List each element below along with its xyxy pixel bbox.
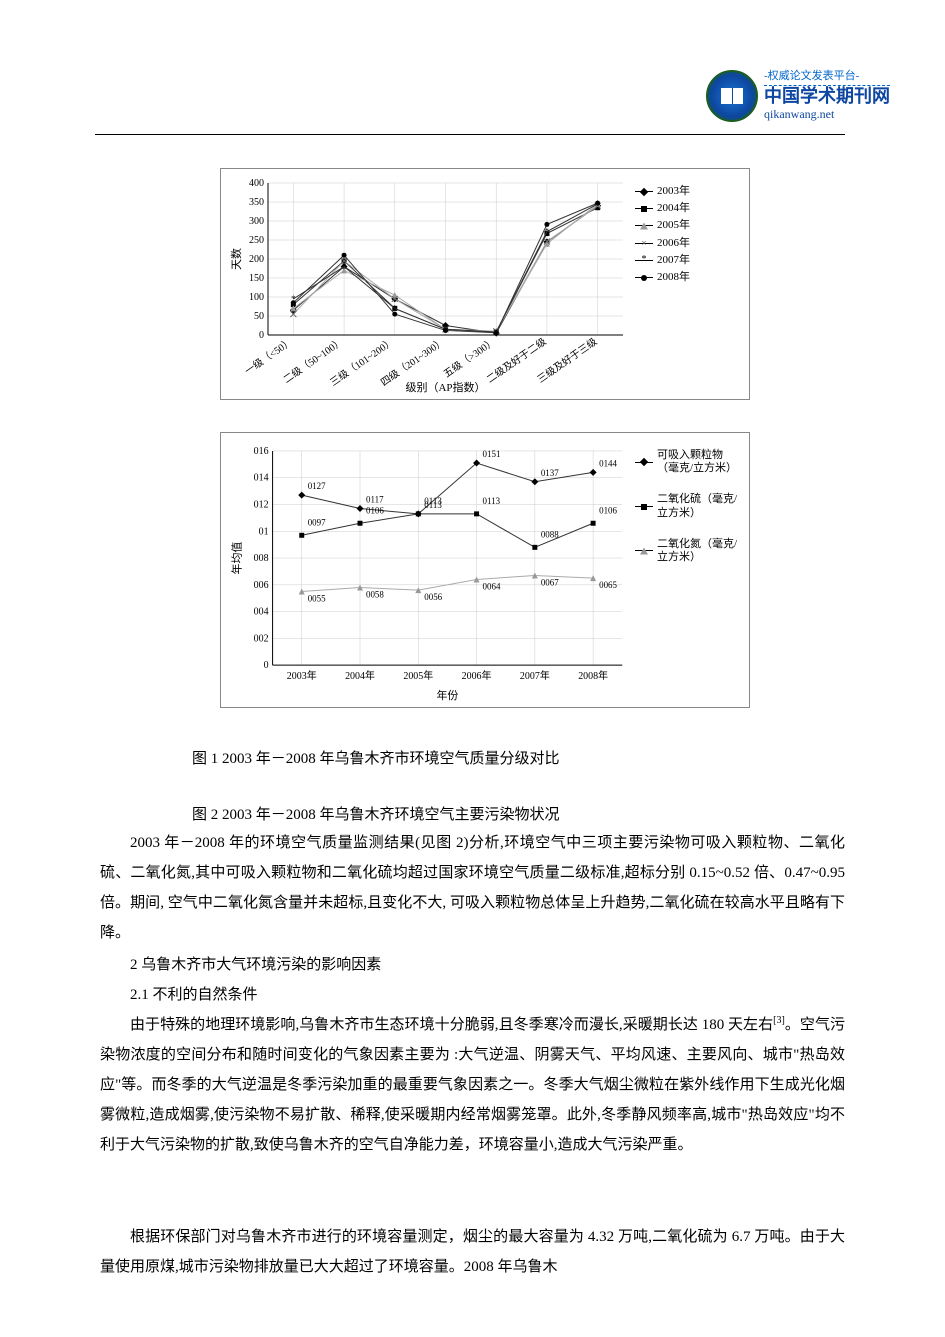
svg-text:0065: 0065 (599, 580, 617, 590)
legend-item: 2008年 (635, 271, 739, 284)
legend-item: 可吸入颗粒物（毫克/立方米） (635, 449, 739, 475)
svg-text:0058: 0058 (366, 589, 384, 599)
svg-text:级别（AP指数）: 级别（AP指数） (405, 380, 485, 394)
svg-text:350: 350 (249, 197, 264, 208)
svg-text:0106: 0106 (599, 505, 617, 515)
legend-item: ×2006年 (635, 237, 739, 250)
legend-item: 二氧化硫（毫克/立方米） (635, 493, 739, 519)
chart1-legend: 2003年 2004年 2005年 ×2006年 *2007年 2008年 (629, 175, 739, 395)
figure-2-caption: 图 2 2003 年－2008 年乌鲁木齐环境空气主要污染物状况 (100, 800, 845, 830)
svg-text:0097: 0097 (308, 517, 326, 527)
legend-item: 2005年 (635, 219, 739, 232)
svg-text:年均值: 年均值 (230, 542, 244, 575)
svg-text:200: 200 (249, 254, 264, 265)
svg-text:0113: 0113 (483, 496, 501, 506)
paragraph-3: 根据环保部门对乌鲁木齐市进行的环境容量测定，烟尘的最大容量为 4.32 万吨,二… (100, 1222, 845, 1282)
chart1-plot: 050100150200250300350400一级（<50）二级（50~100… (227, 175, 629, 395)
logo-url: qikanwang.net (764, 107, 890, 121)
heading-2-1: 2.1 不利的自然条件 (100, 980, 845, 1010)
svg-text:004: 004 (254, 607, 269, 618)
site-logo: -权威论文发表平台- 中国学术期刊网 qikanwang.net (706, 70, 890, 122)
legend-item: 二氧化氮（毫克/立方米） (635, 538, 739, 564)
svg-text:250: 250 (249, 235, 264, 246)
heading-2: 2 乌鲁木齐市大气环境污染的影响因素 (100, 950, 845, 980)
legend-item: 2004年 (635, 202, 739, 215)
chart2-legend: 可吸入颗粒物（毫克/立方米） 二氧化硫（毫克/立方米） 二氧化氮（毫克/立方米） (629, 439, 739, 703)
svg-text:天数: 天数 (230, 248, 243, 270)
svg-text:0: 0 (259, 330, 264, 341)
svg-text:150: 150 (249, 273, 264, 284)
svg-text:0137: 0137 (541, 468, 559, 478)
svg-text:0088: 0088 (541, 529, 559, 539)
svg-text:0064: 0064 (483, 581, 501, 591)
svg-text:2007年: 2007年 (520, 669, 550, 682)
svg-text:300: 300 (249, 216, 264, 227)
svg-text:0055: 0055 (308, 593, 326, 603)
reference-3: [3] (773, 1015, 785, 1026)
svg-text:002: 002 (254, 633, 269, 644)
p2-part-a: 由于特殊的地理环境影响,乌鲁木齐市生态环境十分脆弱,且冬季寒冷而漫长,采暖期长达… (130, 1017, 773, 1033)
figure-1-caption: 图 1 2003 年－2008 年乌鲁木齐市环境空气质量分级对比 (100, 744, 845, 774)
svg-text:0151: 0151 (483, 449, 501, 459)
svg-text:0113: 0113 (424, 496, 442, 506)
figure-2: 0 002 004 006 008 01 012 014 016 2003年 2004年 2005年 2… (220, 432, 750, 708)
logo-title: 中国学术期刊网 (764, 86, 890, 108)
p2-part-b: 。空气污染物浓度的空间分布和随时间变化的气象因素主要为 :大气逆温、阴雾天气、平… (100, 1017, 845, 1153)
svg-text:2008年: 2008年 (578, 669, 608, 682)
svg-text:0067: 0067 (541, 577, 559, 587)
svg-text:01: 01 (259, 526, 269, 537)
svg-text:0127: 0127 (308, 481, 326, 491)
paragraph-2: 由于特殊的地理环境影响,乌鲁木齐市生态环境十分脆弱,且冬季寒冷而漫长,采暖期长达… (100, 1010, 845, 1160)
svg-text:2006年: 2006年 (462, 669, 492, 682)
svg-text:100: 100 (249, 292, 264, 303)
svg-text:012: 012 (254, 499, 269, 510)
svg-text:014: 014 (254, 473, 269, 484)
figure-1: 050100150200250300350400一级（<50）二级（50~100… (220, 168, 750, 400)
svg-text:*: * (342, 262, 347, 272)
svg-text:0117: 0117 (366, 495, 384, 505)
svg-text:年份: 年份 (436, 688, 458, 702)
svg-text:006: 006 (254, 580, 269, 591)
book-icon (721, 88, 743, 104)
legend-item: *2007年 (635, 254, 739, 267)
paragraph-1: 2003 年－2008 年的环境空气质量监测结果(见图 2)分析,环境空气中三项… (100, 828, 845, 948)
chart2-plot: 0 002 004 006 008 01 012 014 016 2003年 2004年 2005年 2… (227, 439, 629, 703)
svg-text:0: 0 (264, 660, 269, 671)
logo-emblem (706, 70, 758, 122)
svg-text:一级（<50）: 一级（<50） (243, 336, 295, 378)
legend-item: 2003年 (635, 185, 739, 198)
svg-text:008: 008 (254, 553, 269, 564)
svg-text:2005年: 2005年 (403, 669, 433, 682)
svg-text:0106: 0106 (366, 505, 384, 515)
svg-text:0056: 0056 (424, 592, 442, 602)
svg-text:50: 50 (254, 311, 264, 322)
logo-tagline: -权威论文发表平台- (764, 70, 890, 85)
svg-text:016: 016 (254, 446, 269, 457)
svg-text:400: 400 (249, 178, 264, 189)
svg-text:2003年: 2003年 (287, 669, 317, 682)
svg-text:2004年: 2004年 (345, 669, 375, 682)
header-divider (95, 134, 845, 135)
svg-text:0144: 0144 (599, 458, 617, 468)
